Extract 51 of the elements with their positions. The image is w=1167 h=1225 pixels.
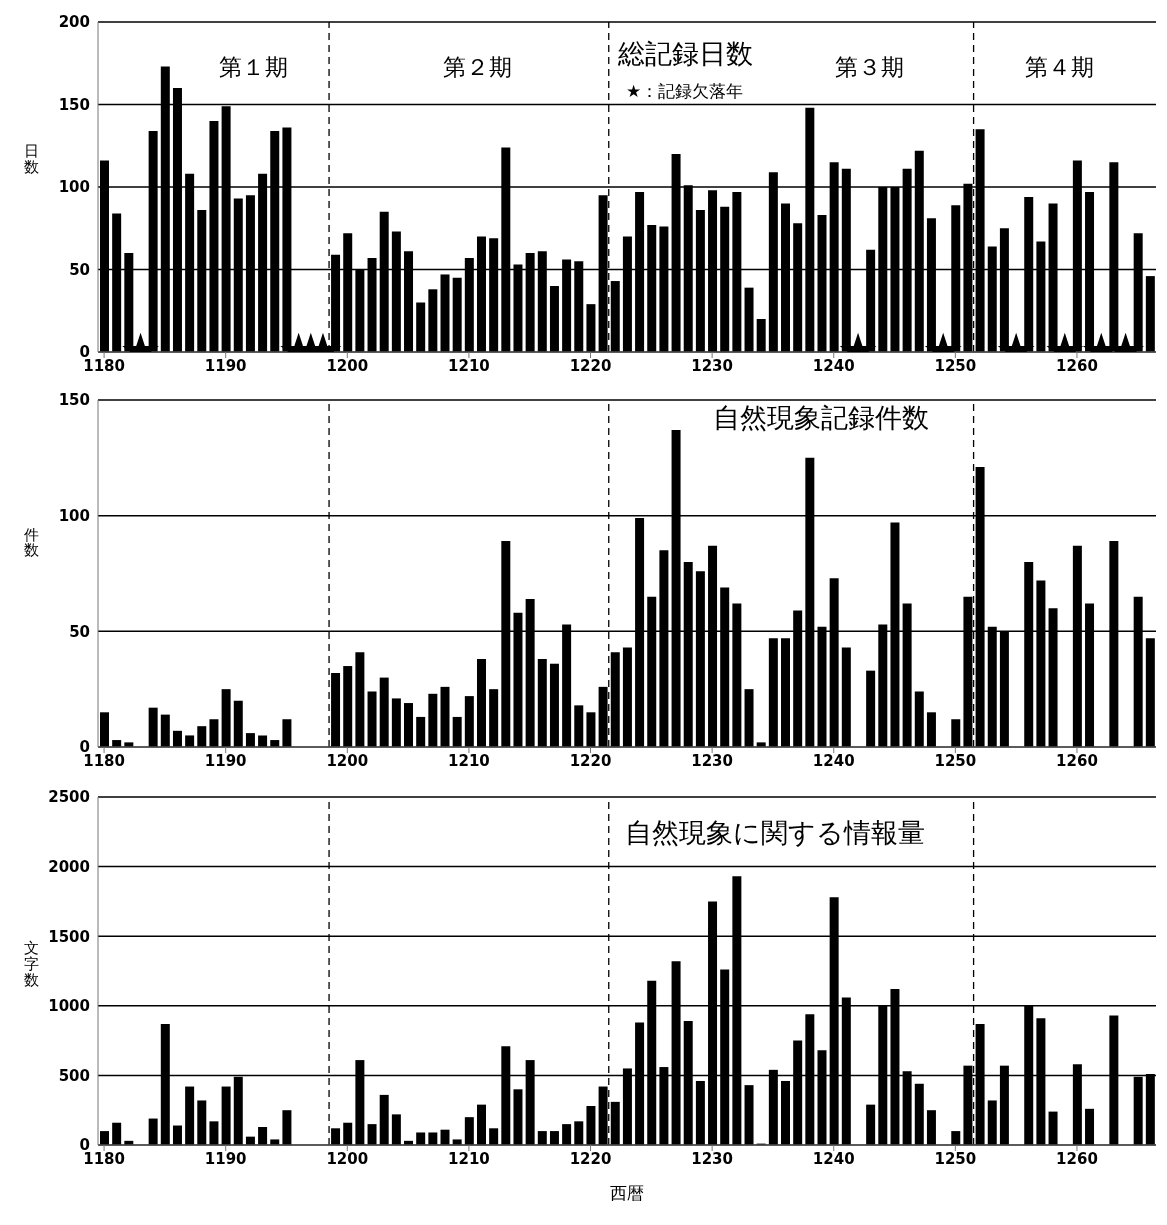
y-axis-title: 日数 (22, 142, 40, 176)
text: 自然現象に関する情報量 (625, 817, 925, 849)
x-tick-label: 1210 (448, 751, 490, 770)
x-tick-label: 1200 (326, 356, 369, 375)
y-tick-label: 200 (58, 13, 90, 32)
x-tick-label: 1260 (1056, 751, 1098, 770)
x-tick-label: 1190 (204, 751, 247, 770)
x-axis-title: 西暦 (610, 1183, 644, 1203)
annotation: 第１期 (218, 52, 288, 83)
x-tick-label: 1180 (83, 356, 125, 375)
x-tick-label: 1210 (448, 1149, 490, 1168)
x-tick-label: 1220 (569, 1149, 612, 1168)
x-tick-label: 1200 (326, 751, 369, 770)
x-tick-label: 1190 (204, 356, 247, 375)
y-axis-title: 文字数 (22, 939, 40, 989)
x-tick-label: 1250 (934, 356, 977, 375)
y-tick-label: 1500 (48, 927, 90, 946)
x-tick-label: 1240 (812, 356, 855, 375)
x-tick-label: 1230 (691, 356, 733, 375)
x-tick-label: 1190 (204, 1149, 247, 1168)
chart-title: 自然現象記録件数 (713, 402, 929, 434)
y-tick-label: 1000 (48, 997, 90, 1016)
x-tick-label: 1260 (1056, 1149, 1098, 1168)
y-tick-label: 100 (58, 506, 90, 525)
y-tick-label: 150 (58, 95, 90, 114)
y-tick-label: 100 (58, 178, 90, 197)
y-tick-label: 50 (69, 260, 90, 279)
y-tick-label: 2000 (48, 857, 90, 876)
y-tick-label: 2500 (48, 788, 90, 807)
x-tick-label: 1230 (691, 751, 733, 770)
annotation: 第３期 (834, 52, 904, 83)
y-axis-title: 件数 (22, 525, 40, 560)
x-tick-label: 1180 (83, 1149, 125, 1168)
y-tick-label: 150 (58, 391, 90, 410)
x-tick-label: 1250 (934, 1149, 977, 1168)
x-tick-label: 1260 (1056, 356, 1098, 375)
y-tick-label: 50 (69, 622, 90, 641)
x-tick-label: 1230 (691, 1149, 733, 1168)
x-tick-label: 1210 (448, 356, 490, 375)
x-tick-label: 1240 (812, 751, 855, 770)
y-tick-label: 500 (58, 1066, 90, 1085)
annotation: 第２期 (442, 52, 512, 83)
x-tick-label: 1180 (83, 751, 125, 770)
annotation: 第４期 (1024, 52, 1094, 83)
text: 総記録日数 (618, 38, 753, 70)
x-tick-label: 1220 (569, 356, 612, 375)
x-tick-label: 1220 (569, 751, 612, 770)
x-tick-label: 1200 (326, 1149, 369, 1168)
x-tick-label: 1250 (934, 751, 977, 770)
x-tick-label: 1240 (812, 1149, 855, 1168)
annotation: ★：記録欠落年 (626, 80, 744, 103)
